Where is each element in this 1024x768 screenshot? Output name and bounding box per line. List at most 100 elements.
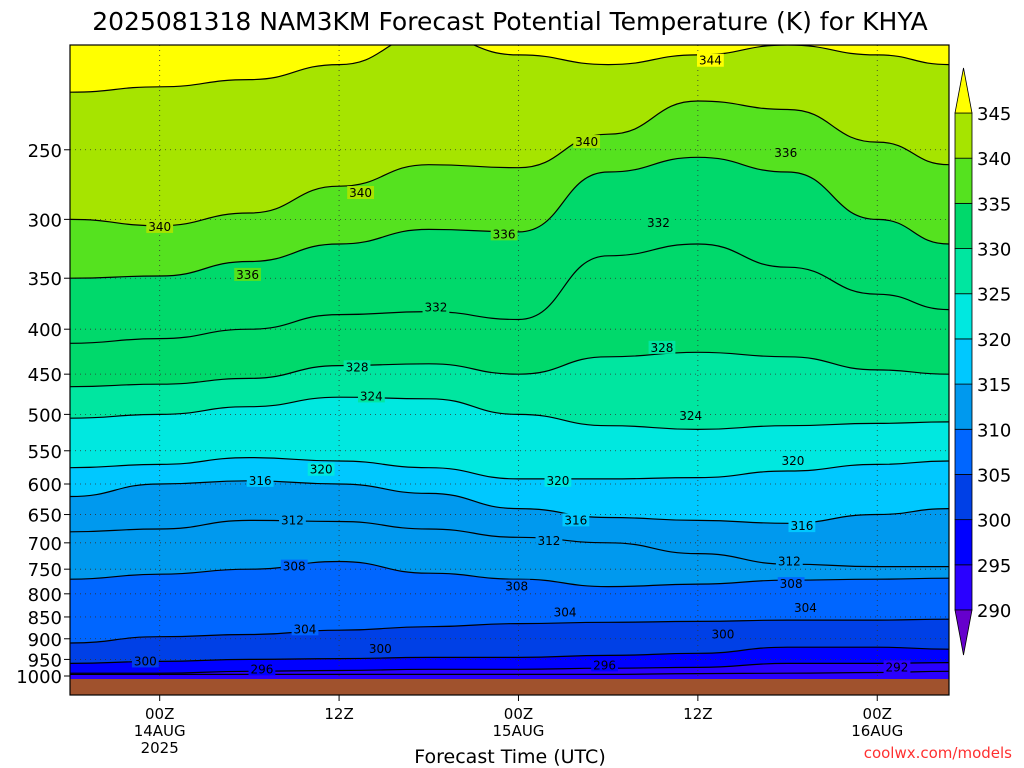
x-tick-label: 00Z: [504, 705, 533, 723]
contour-label-text: 312: [281, 513, 304, 527]
contour-label-text: 336: [236, 268, 259, 282]
contour-label: 340: [573, 135, 601, 149]
y-tick-label: 300: [28, 210, 62, 231]
contour-label-text: 312: [778, 554, 801, 568]
contour-label: 332: [422, 300, 450, 315]
contour-line-312: [70, 519, 949, 568]
contour-label-text: 324: [679, 409, 702, 423]
contour-label-bg: [357, 389, 385, 403]
contour-label-text: 300: [369, 642, 392, 656]
contour-label: 300: [131, 654, 159, 668]
colorbar-label: 300: [977, 511, 1011, 532]
contour-label-text: 304: [794, 601, 817, 615]
contour-label-text: 336: [493, 227, 516, 241]
contour-line-324: [70, 396, 949, 431]
contour-label-bg: [777, 577, 805, 591]
contour-line-328: [70, 351, 949, 388]
colorbar-segment: [954, 474, 973, 521]
y-tick-label: 950: [28, 650, 62, 671]
contour-label-bg: [677, 408, 705, 422]
contour-label: 308: [280, 559, 308, 574]
contour-label: 324: [677, 408, 705, 423]
contour-label-bg: [644, 216, 672, 230]
contour-label-text: 300: [712, 628, 735, 642]
contour-line-320: [70, 456, 949, 480]
contour-label-text: 316: [564, 513, 587, 527]
y-tick-label: 400: [28, 320, 62, 341]
contour-label: 340: [347, 186, 375, 200]
x-tick-label: 15AUG: [492, 722, 544, 740]
y-tick-label: 650: [28, 506, 62, 527]
contour-line-340: [70, 100, 949, 227]
contour-label: 336: [490, 227, 518, 241]
colorbar-label: 335: [977, 194, 1011, 215]
contour-label: 308: [503, 579, 531, 594]
contour-label-bg: [591, 658, 618, 672]
contour-label: 300: [366, 642, 394, 656]
contour-label-bg: [697, 53, 724, 67]
colorbar-segment: [954, 338, 973, 385]
contour-label: 312: [535, 534, 563, 548]
colorbar-label: 325: [977, 285, 1011, 306]
colorbar-segment: [954, 157, 973, 204]
contour-label-text: 340: [148, 220, 171, 234]
contour-line-344: [70, 45, 949, 93]
contour-labels: 344 340 336 340 340 336 332 336 332 328 328 324 324 3…: [131, 53, 911, 676]
contour-label-bg: [347, 186, 375, 200]
contour-label-text: 324: [360, 389, 383, 403]
contour-label: 340: [146, 219, 174, 234]
colorbar-top-arrow: [954, 67, 973, 114]
contour-label-text: 340: [575, 135, 598, 149]
contour-label-bg: [146, 219, 174, 233]
contour-label-text: 332: [647, 216, 670, 230]
x-tick-label: 12Z: [683, 705, 712, 723]
colorbar-label: 345: [977, 104, 1011, 125]
x-axis-label: Forecast Time (UTC): [414, 746, 605, 768]
contour-label: 308: [777, 577, 805, 591]
contour-label: 304: [792, 600, 819, 615]
x-tick-label: 16AUG: [851, 722, 903, 740]
contour-label: 292: [883, 660, 911, 674]
colorbar-segment: [954, 202, 973, 249]
contour-label-text: 336: [774, 146, 797, 160]
y-tick-label: 750: [28, 560, 62, 581]
x-tick-label: 14AUG: [134, 722, 186, 740]
contour-label-bg: [366, 642, 394, 656]
contour-label-text: 328: [651, 341, 674, 355]
y-tick-label: 700: [28, 534, 62, 555]
y-tick-label: 850: [28, 608, 62, 629]
contour-lines: [70, 45, 949, 676]
contour-line-304: [70, 618, 949, 644]
contour-label-text: 304: [294, 622, 317, 636]
contour-label: 328: [343, 360, 371, 374]
contour-label-text: 292: [886, 660, 909, 674]
contour-label: 300: [709, 627, 737, 642]
contour-label: 324: [357, 389, 385, 403]
grid: [70, 45, 949, 679]
contour-label: 328: [648, 340, 676, 355]
contour-label: 316: [246, 473, 274, 488]
contour-label-bg: [573, 135, 601, 149]
x-tick-label: 00Z: [863, 705, 892, 723]
contour-label-bg: [562, 513, 590, 527]
contour-label: 332: [644, 216, 672, 230]
colorbar-label: 295: [977, 556, 1011, 577]
colorbar-segment: [954, 519, 973, 566]
contour-label-text: 308: [780, 577, 803, 591]
colorbar-label: 315: [977, 375, 1011, 396]
contour-line-332: [70, 243, 949, 344]
contour-line-308: [70, 560, 949, 588]
contour-label-text: 312: [538, 534, 561, 548]
contour-label-text: 328: [346, 360, 369, 374]
y-tick-label: 800: [28, 585, 62, 606]
contour-label: 312: [775, 554, 803, 568]
contour-label-bg: [279, 513, 306, 527]
colorbar-label: 320: [977, 330, 1011, 351]
contour-label-bg: [343, 360, 371, 374]
contour-line-336: [70, 156, 949, 279]
contour-label-text: 320: [781, 454, 804, 468]
contour-label-text: 320: [546, 474, 569, 488]
contour-label-bg: [551, 605, 579, 619]
colorbar-segment: [954, 248, 973, 295]
